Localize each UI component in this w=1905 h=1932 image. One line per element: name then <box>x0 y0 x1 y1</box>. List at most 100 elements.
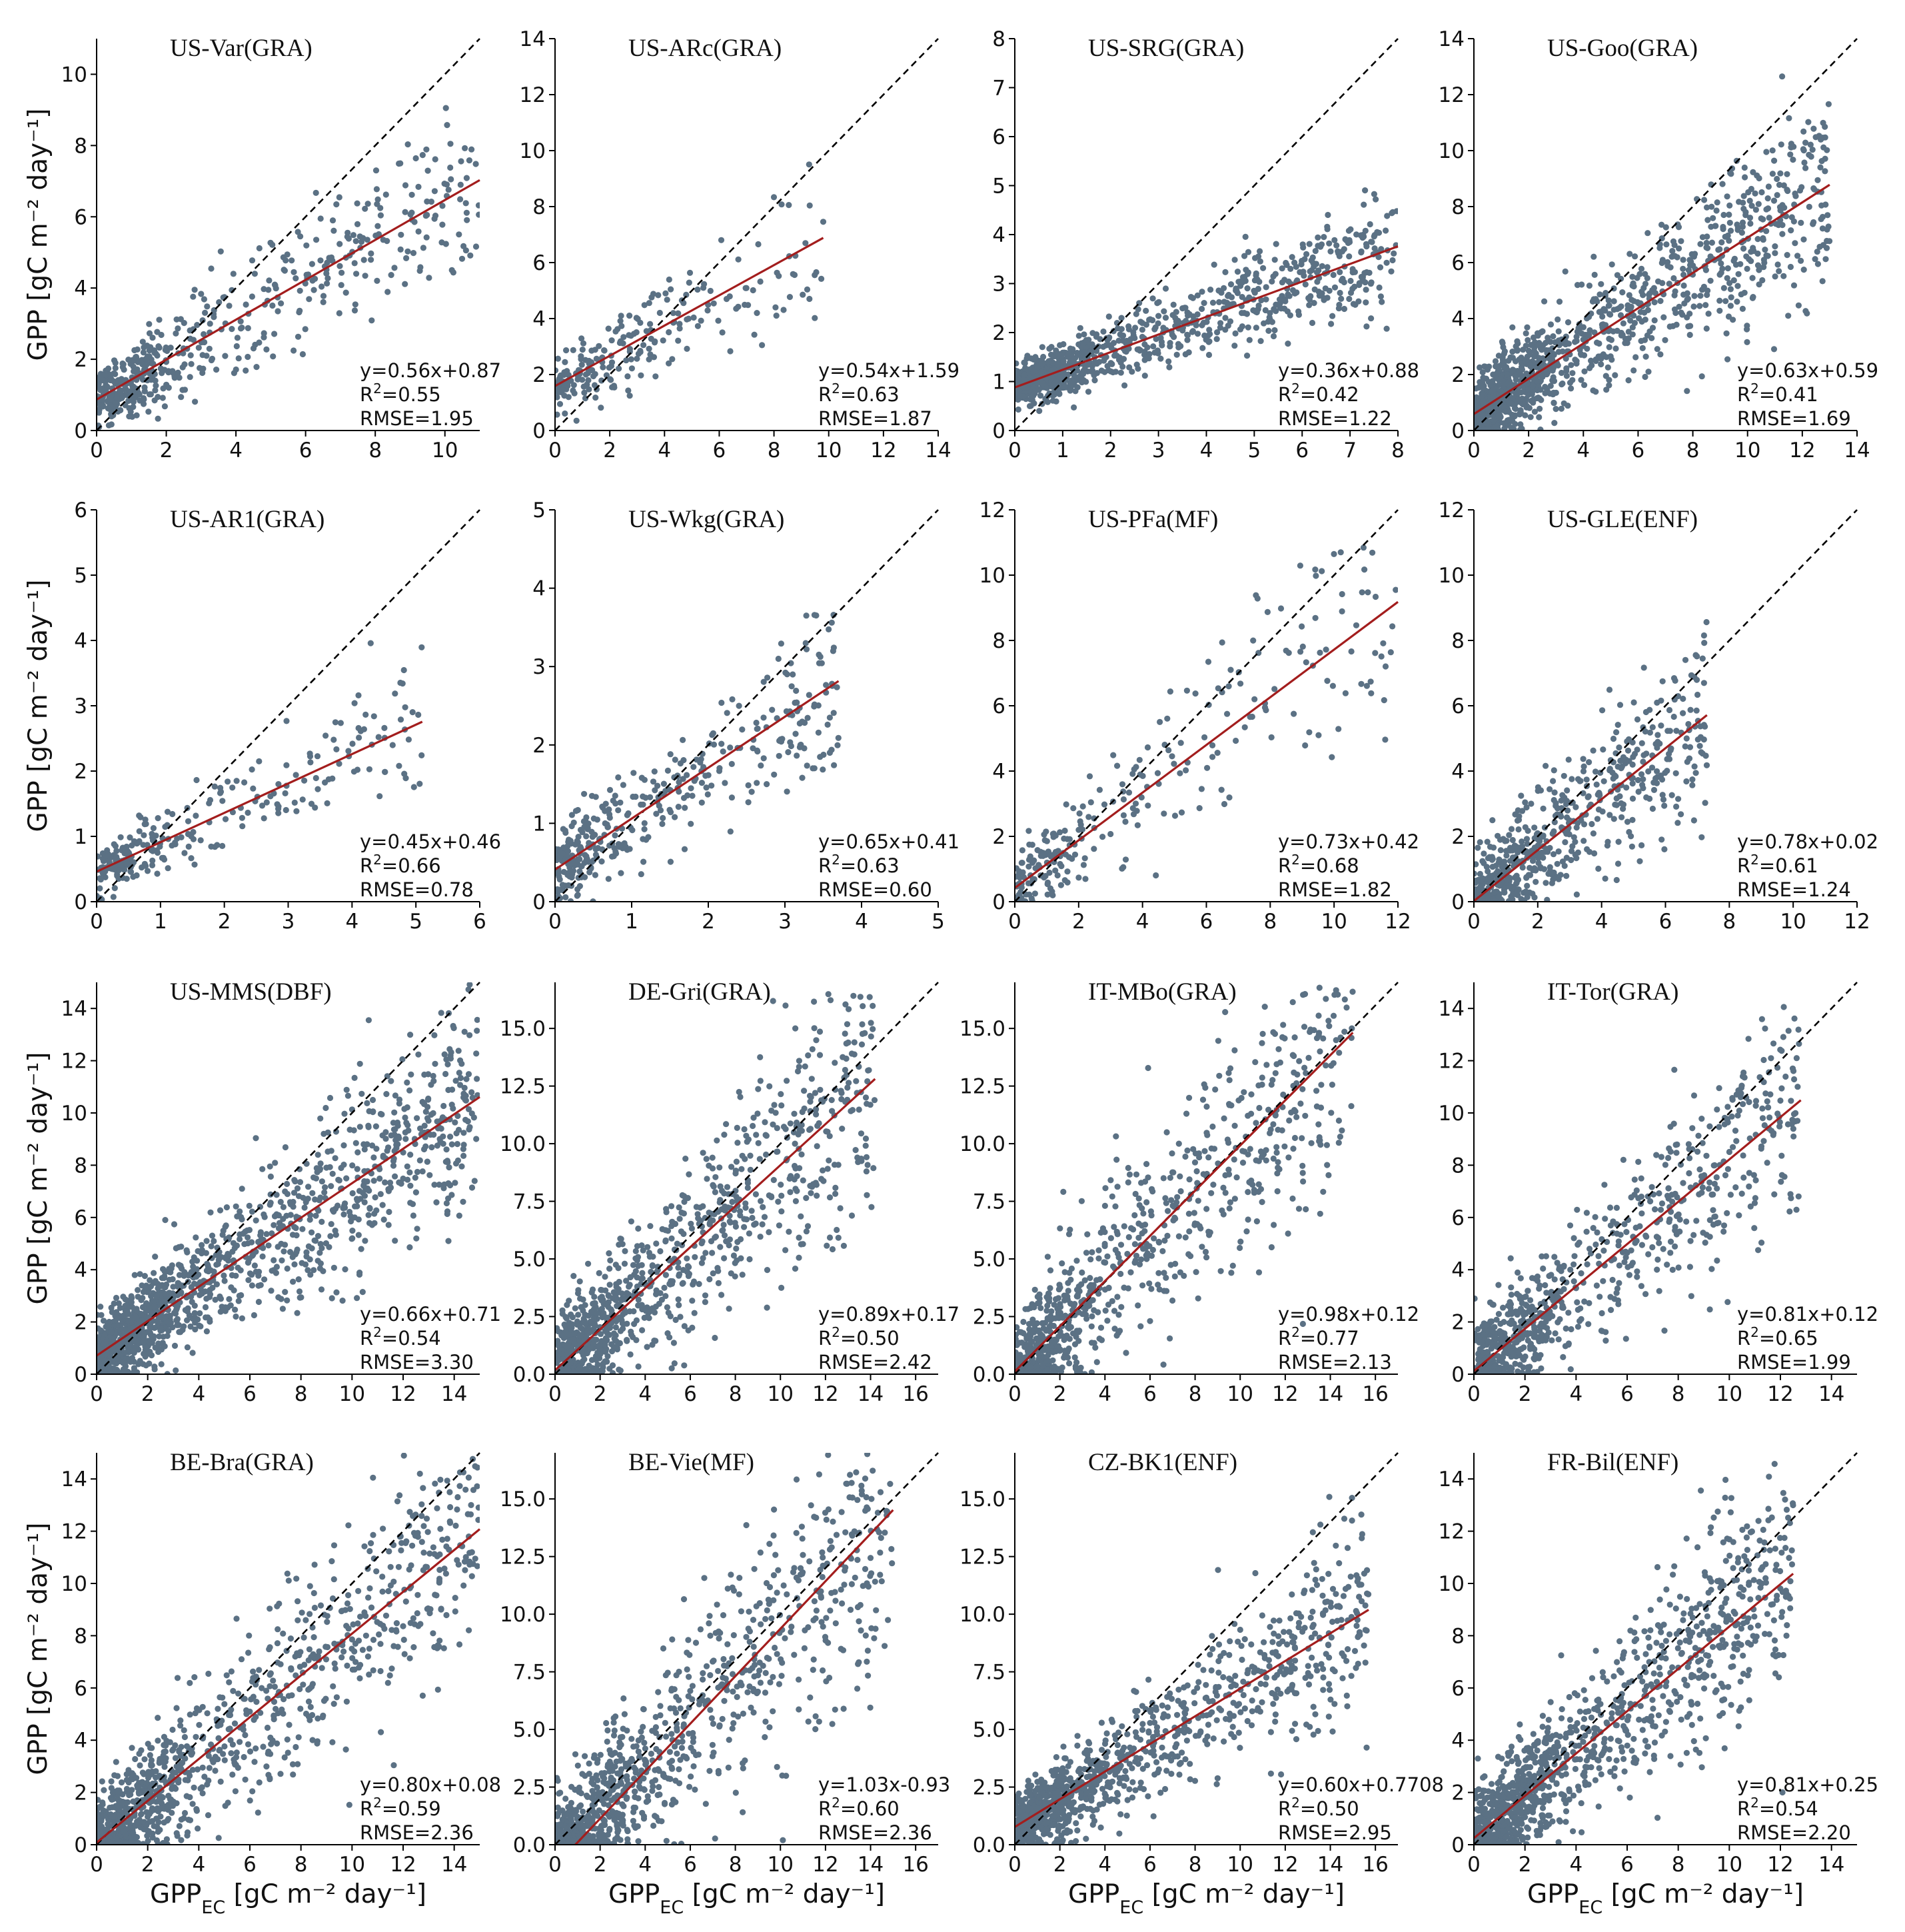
data-point <box>322 779 328 786</box>
data-point <box>592 347 598 353</box>
data-point <box>315 786 321 792</box>
data-point <box>160 367 167 373</box>
data-point <box>1283 259 1289 267</box>
data-point <box>1559 380 1566 387</box>
data-point <box>1319 263 1325 269</box>
data-point <box>1237 680 1244 687</box>
data-point <box>1774 261 1781 268</box>
data-point <box>1044 891 1051 898</box>
data-point <box>139 864 145 871</box>
data-point <box>555 394 560 401</box>
data-point <box>684 345 690 353</box>
data-point <box>1547 383 1554 389</box>
data-point <box>1708 239 1715 246</box>
data-point <box>233 343 240 350</box>
data-point <box>97 885 103 892</box>
data-point <box>1555 362 1561 369</box>
data-point <box>806 295 813 303</box>
data-point <box>1547 391 1553 397</box>
data-point <box>1825 101 1832 107</box>
data-point <box>1070 805 1077 812</box>
data-point <box>1137 319 1144 325</box>
data-point <box>1822 168 1828 175</box>
data-point <box>703 784 710 791</box>
data-point <box>1015 406 1021 413</box>
data-point <box>556 388 562 395</box>
data-point <box>1372 593 1379 600</box>
data-point <box>1254 595 1261 602</box>
data-point <box>1273 308 1279 315</box>
data-point <box>1082 876 1089 882</box>
data-point <box>261 286 267 293</box>
data-point <box>1573 333 1580 340</box>
data-point <box>1792 193 1799 199</box>
data-point <box>194 322 201 329</box>
data-point <box>704 791 711 798</box>
data-point <box>1129 369 1135 375</box>
data-point <box>1362 227 1369 234</box>
data-point <box>1371 191 1377 197</box>
data-point <box>1361 233 1367 240</box>
r-squared-exponent: 2 <box>1291 852 1300 868</box>
x-tick-label: 0 <box>90 439 103 463</box>
data-point <box>1798 184 1805 191</box>
data-point <box>1232 330 1239 337</box>
data-point <box>1139 772 1146 779</box>
x-tick-label: 10 <box>1734 439 1760 463</box>
data-point <box>1636 858 1643 864</box>
data-point <box>1295 308 1302 315</box>
data-point <box>219 798 226 804</box>
data-point <box>1722 298 1729 305</box>
data-point <box>1138 794 1145 801</box>
r-squared: R2=0.55 <box>360 381 441 406</box>
data-point <box>345 748 352 754</box>
r-squared-exponent: 2 <box>373 852 382 868</box>
data-point <box>628 356 634 363</box>
data-point <box>1523 343 1529 349</box>
data-point <box>1579 281 1585 288</box>
data-point <box>834 742 841 748</box>
data-point <box>1199 345 1206 351</box>
data-point <box>392 1092 399 1099</box>
y-tick-label: 10 <box>61 63 87 87</box>
data-point <box>1668 792 1675 798</box>
data-point <box>1669 248 1676 255</box>
data-point <box>1101 801 1108 808</box>
data-point <box>1547 321 1555 328</box>
data-point <box>666 806 673 813</box>
data-point <box>1657 351 1664 358</box>
data-point <box>555 355 561 362</box>
data-point <box>583 833 590 840</box>
data-point <box>1556 299 1563 305</box>
data-point <box>164 347 171 355</box>
data-point <box>1790 218 1797 225</box>
data-point <box>612 800 619 807</box>
data-point <box>116 866 123 874</box>
data-point <box>1503 848 1510 854</box>
x-tick-label: 1 <box>1056 439 1069 463</box>
x-tick-label: 3 <box>282 910 295 934</box>
data-point <box>1218 786 1225 793</box>
data-point <box>1154 347 1161 354</box>
r-squared-exponent: 2 <box>832 381 840 397</box>
data-point <box>201 331 207 338</box>
data-point <box>704 307 711 314</box>
data-point <box>1779 231 1786 237</box>
data-point <box>1539 347 1545 353</box>
data-point <box>123 386 129 393</box>
data-point <box>344 233 350 240</box>
data-point <box>1824 212 1831 219</box>
y-tick-label: 4 <box>992 223 1005 247</box>
data-point <box>1491 889 1498 896</box>
rmse-value: RMSE=1.22 <box>1278 407 1392 430</box>
data-point <box>239 1315 245 1322</box>
data-point <box>1246 294 1253 301</box>
data-point <box>1558 405 1565 412</box>
data-point <box>1555 316 1561 323</box>
data-point <box>462 145 468 151</box>
data-point <box>1586 759 1592 766</box>
data-point <box>700 285 707 291</box>
data-point <box>1563 854 1570 861</box>
data-point <box>1614 763 1621 770</box>
data-point <box>1708 203 1715 210</box>
